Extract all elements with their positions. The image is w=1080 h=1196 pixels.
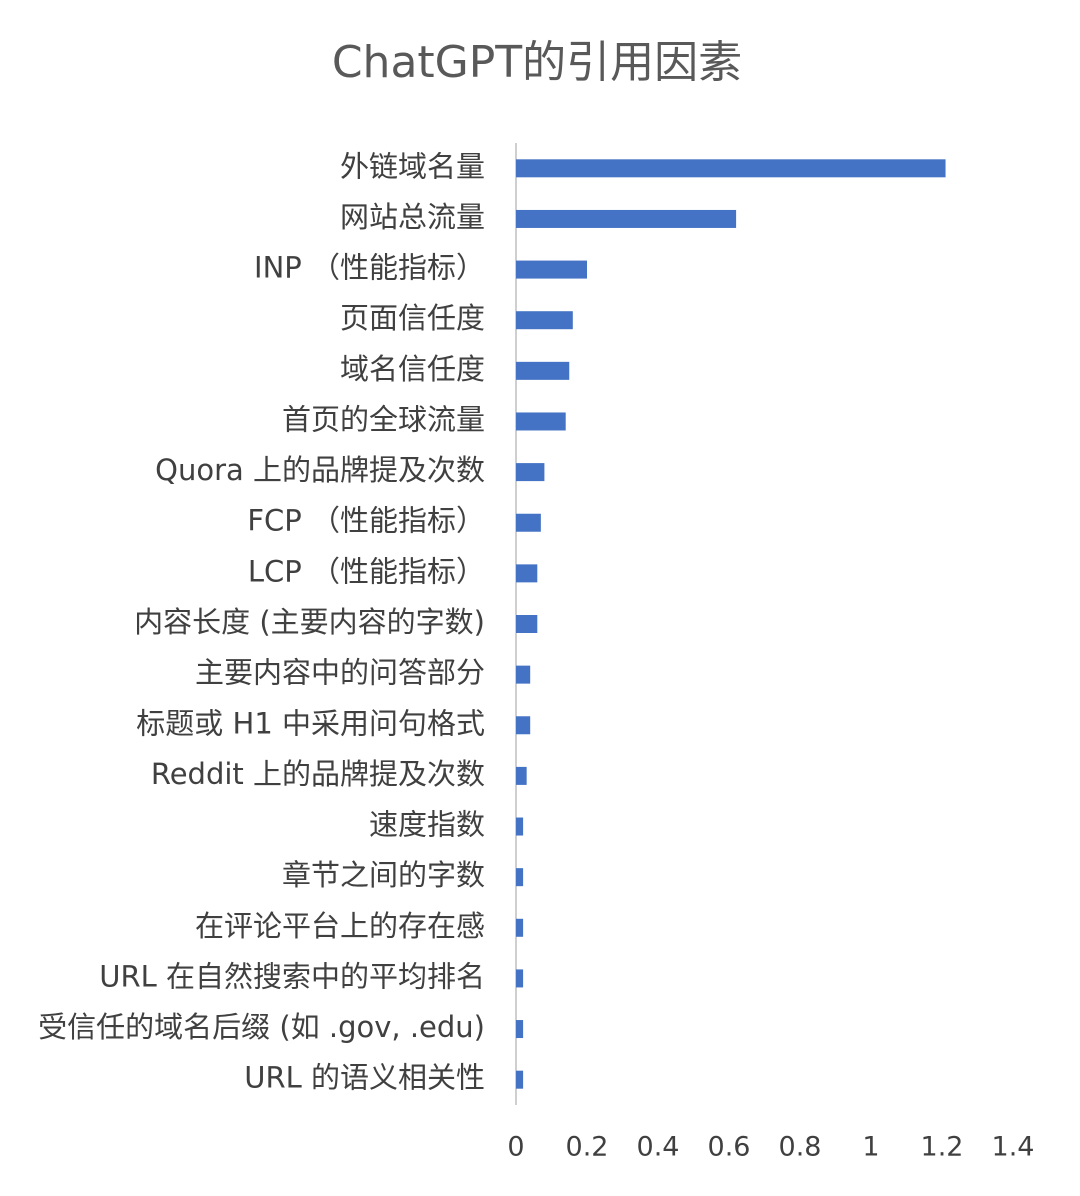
bar <box>516 463 545 482</box>
y-tick-label: URL 的语义相关性 <box>244 1061 485 1095</box>
y-tick-label: 标题或 H1 中采用问句格式 <box>136 706 485 740</box>
x-tick-label: 0.4 <box>637 1132 680 1163</box>
y-tick-label: 章节之间的字数 <box>282 858 485 892</box>
bar <box>516 1020 524 1039</box>
y-tick-label: 内容长度 (主要内容的字数) <box>134 605 485 639</box>
bar <box>516 817 524 836</box>
y-tick-label: Reddit 上的品牌提及次数 <box>151 757 485 791</box>
y-tick-label: 网站总流量 <box>340 200 485 234</box>
bar <box>516 564 538 583</box>
y-tick-label: 速度指数 <box>369 808 485 842</box>
bar <box>516 412 566 431</box>
x-tick-label: 0 <box>507 1132 524 1163</box>
bar <box>516 868 524 887</box>
bar <box>516 159 946 178</box>
y-tick-label: FCP （性能指标） <box>247 504 485 538</box>
bar <box>516 311 573 330</box>
y-tick-label: 受信任的域名后缀 (如 .gov, .edu) <box>38 1010 485 1044</box>
y-tick-label: LCP （性能指标） <box>248 554 485 588</box>
y-tick-label: 外链域名量 <box>340 149 485 183</box>
y-tick-label: 页面信任度 <box>340 301 485 335</box>
bar <box>516 665 531 684</box>
bar <box>516 361 570 380</box>
chart-title: ChatGPT的引用因素 <box>332 37 742 88</box>
y-tick-label: 首页的全球流量 <box>282 402 485 436</box>
y-tick-label: Quora 上的品牌提及次数 <box>155 453 485 487</box>
x-tick-label: 1 <box>862 1132 879 1163</box>
y-tick-label: 在评论平台上的存在感 <box>195 909 485 943</box>
bar <box>516 716 531 735</box>
y-tick-label: URL 在自然搜索中的平均排名 <box>99 959 485 993</box>
bar <box>516 209 737 228</box>
y-tick-label: 主要内容中的问答部分 <box>195 656 485 690</box>
y-tick-label: 域名信任度 <box>340 352 485 386</box>
bar <box>516 766 527 785</box>
x-tick-label: 0.6 <box>708 1132 751 1163</box>
bar <box>516 513 541 532</box>
bar <box>516 969 524 988</box>
x-tick-label: 1.2 <box>921 1132 964 1163</box>
bar <box>516 260 587 279</box>
y-tick-label: INP （性能指标） <box>254 251 485 285</box>
x-tick-label: 1.4 <box>992 1132 1035 1163</box>
x-tick-label: 0.2 <box>566 1132 609 1163</box>
bar <box>516 1070 524 1089</box>
x-tick-label: 0.8 <box>779 1132 822 1163</box>
bar <box>516 918 524 937</box>
bar <box>516 615 538 633</box>
